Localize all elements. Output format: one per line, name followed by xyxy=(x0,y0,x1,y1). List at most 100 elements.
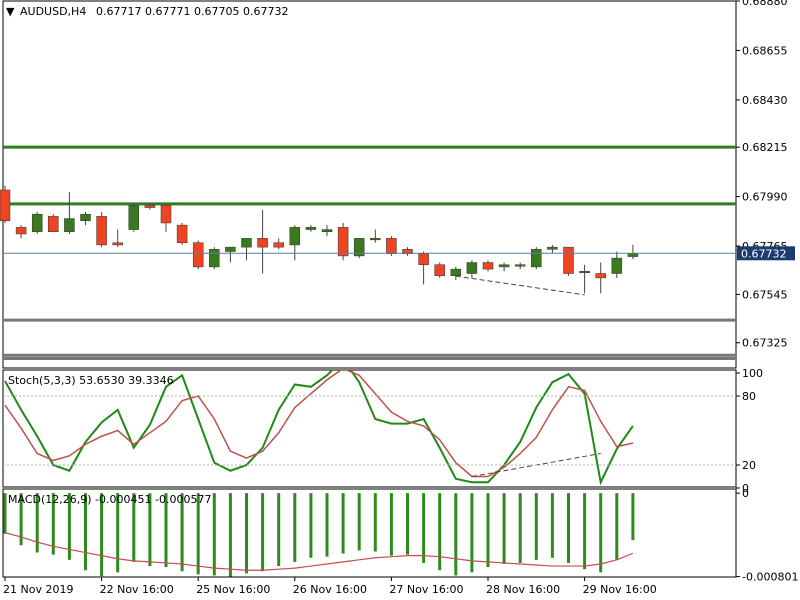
candle-body xyxy=(386,238,397,254)
stoch-signal-line xyxy=(4,370,634,478)
price-panel-frame[interactable] xyxy=(2,0,737,369)
candle xyxy=(144,203,156,210)
time-tick-label: 29 Nov 16:00 xyxy=(583,583,657,596)
candle xyxy=(595,262,606,294)
macd-bar xyxy=(180,493,184,572)
candle xyxy=(305,225,317,232)
macd-bar xyxy=(389,493,393,556)
candle-body xyxy=(64,218,75,232)
macd-bar xyxy=(245,493,248,574)
candle-body xyxy=(0,189,11,222)
macd-bar xyxy=(293,493,297,562)
price-tick-label: 0.67545 xyxy=(742,288,788,301)
macd-bar xyxy=(454,493,458,576)
candle-body xyxy=(257,238,268,248)
macd-bar xyxy=(502,493,506,564)
macd-bar xyxy=(196,493,200,575)
candle-body xyxy=(434,264,445,276)
macd-panel-frame[interactable] xyxy=(2,488,737,578)
time-tick-label: 25 Nov 16:00 xyxy=(196,583,270,596)
macd-bar xyxy=(373,493,377,552)
macd-bar xyxy=(583,493,587,570)
macd-bar xyxy=(422,493,426,563)
macd-bar xyxy=(325,493,329,557)
price-tick-label: 0.67990 xyxy=(742,191,788,204)
candle xyxy=(611,251,623,278)
stoch-tick-label: 20 xyxy=(742,459,756,472)
candle xyxy=(370,229,381,243)
candle-body xyxy=(370,238,381,241)
macd-bar xyxy=(164,493,168,568)
candle-body xyxy=(547,246,558,250)
candle-body xyxy=(160,205,172,224)
candle xyxy=(563,246,574,276)
candle xyxy=(96,211,107,248)
candle-body xyxy=(531,249,542,268)
candle-body xyxy=(305,227,317,230)
current-price-tag xyxy=(737,246,795,261)
candle-body xyxy=(128,205,140,230)
candle xyxy=(128,203,140,232)
candle xyxy=(579,264,590,294)
candle xyxy=(273,238,284,250)
candle-body xyxy=(144,205,156,208)
stoch-tick-label: 80 xyxy=(742,390,756,403)
stoch-label: Stoch(5,3,3) 53.6530 39.3346 xyxy=(8,374,174,387)
candle-body xyxy=(289,227,301,246)
macd-tick-label: 0 xyxy=(742,487,749,500)
macd-tick-label: -0.000801 xyxy=(742,571,798,584)
macd-bar xyxy=(212,493,216,576)
price-axis: 0.68880 0.68655 0.68430 0.68215 0.67990 0.677… xyxy=(736,0,788,350)
candle-body xyxy=(498,264,510,268)
macd-axis: 0 -0.000801 xyxy=(736,487,798,584)
macd-bar xyxy=(100,493,104,578)
candle xyxy=(257,209,268,274)
candle-body xyxy=(353,238,365,257)
price-trend-line xyxy=(455,275,585,296)
macd-bar xyxy=(406,493,409,555)
candle xyxy=(514,262,526,270)
candle xyxy=(209,247,220,270)
macd-bar xyxy=(116,493,120,573)
macd-bar xyxy=(51,493,55,555)
macd-signal-line xyxy=(4,532,634,571)
trend-line xyxy=(455,275,585,296)
macd-bar xyxy=(35,493,39,553)
candle xyxy=(160,203,172,232)
macd-bar xyxy=(261,493,265,572)
candle-body xyxy=(225,246,236,252)
candle-body xyxy=(80,213,91,222)
macd-bar xyxy=(599,493,603,573)
candle-body xyxy=(192,242,204,268)
candle xyxy=(241,238,252,261)
macd-bar xyxy=(277,493,281,567)
time-tick-label: 22 Nov 16:00 xyxy=(100,583,174,596)
candle xyxy=(531,247,542,270)
macd-bar xyxy=(357,493,361,551)
menu-arrow-icon[interactable]: ▼ xyxy=(6,5,15,18)
stoch-tick-label: 100 xyxy=(742,367,763,380)
candle xyxy=(321,225,333,237)
candle-body xyxy=(466,262,478,274)
macd-bar xyxy=(615,493,619,560)
candle-body xyxy=(563,246,574,274)
candle xyxy=(31,211,43,234)
candle-body xyxy=(209,249,220,268)
macd-bar xyxy=(567,493,570,563)
candle xyxy=(112,229,123,248)
candle-body xyxy=(514,264,526,267)
stoch-main-line xyxy=(4,370,634,486)
candle-body xyxy=(31,213,43,232)
candle-body xyxy=(482,262,494,270)
candle-body xyxy=(595,273,606,279)
candle-body xyxy=(579,271,590,274)
price-tick-label: 0.68655 xyxy=(742,44,788,57)
candle xyxy=(64,192,75,234)
time-tick-label: 27 Nov 16:00 xyxy=(389,583,463,596)
price-level-lines xyxy=(3,145,736,361)
macd-bar xyxy=(518,493,522,563)
current-price-label: 0.67732 xyxy=(741,247,787,260)
macd-bar xyxy=(550,493,554,558)
candle xyxy=(176,222,188,245)
